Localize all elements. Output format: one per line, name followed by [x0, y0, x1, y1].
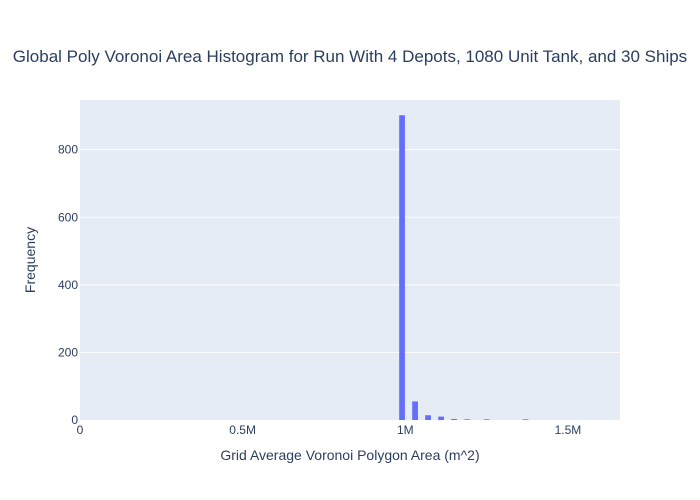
y-tick-label: 600 — [58, 210, 78, 224]
y-tick-label: 0 — [71, 413, 78, 427]
y-tick-label: 400 — [58, 278, 78, 292]
histogram-bar — [451, 418, 457, 420]
x-tick-label: 0.5M — [229, 423, 256, 437]
bars — [399, 115, 529, 421]
x-axis-label: Grid Average Voronoi Polygon Area (m^2) — [220, 447, 479, 463]
plot-background — [80, 100, 620, 420]
histogram-bar — [483, 419, 490, 420]
y-axis-ticks: 0 200 400 600 800 — [58, 143, 78, 427]
histogram-bar — [438, 416, 444, 420]
histogram-bar — [522, 419, 529, 420]
y-tick-label: 800 — [58, 143, 78, 157]
histogram-bar — [464, 419, 470, 420]
chart-title: Global Poly Voronoi Area Histogram for R… — [13, 47, 687, 66]
grid-lines — [80, 149, 620, 353]
histogram-bar — [399, 115, 405, 421]
histogram-bar — [412, 401, 418, 420]
x-axis-ticks: 0 0.5M 1M 1.5M — [77, 423, 582, 437]
x-tick-label: 1M — [397, 423, 414, 437]
x-tick-label: 1.5M — [555, 423, 582, 437]
y-axis-label: Frequency — [22, 227, 38, 293]
histogram-bar — [425, 415, 431, 420]
x-tick-label: 0 — [77, 423, 84, 437]
y-tick-label: 200 — [58, 345, 78, 359]
